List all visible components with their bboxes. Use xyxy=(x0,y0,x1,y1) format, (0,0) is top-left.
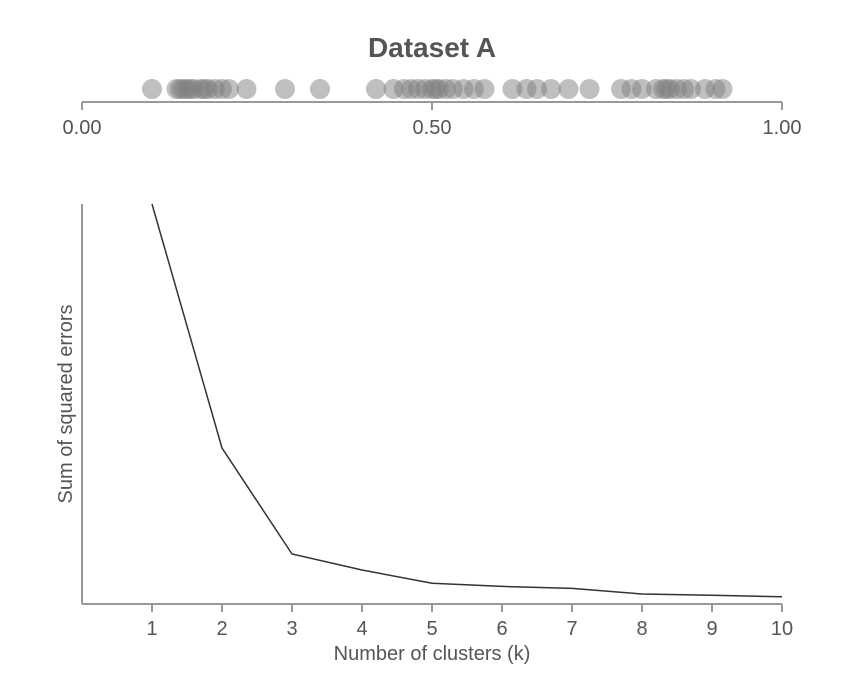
elbow-x-tick-label: 6 xyxy=(496,618,507,640)
strip-point xyxy=(219,79,239,99)
elbow-x-tick-label: 4 xyxy=(356,618,367,640)
elbow-x-tick-label: 5 xyxy=(426,618,437,640)
strip-point xyxy=(712,79,733,99)
strip-x-ticks: 0.00 0.50 1.00 xyxy=(63,102,802,139)
strip-x-tick-label: 0.50 xyxy=(413,117,452,139)
strip-point xyxy=(236,79,257,99)
strip-point xyxy=(310,79,330,99)
elbow-x-tick-label: 10 xyxy=(771,618,793,640)
elbow-chart: 1 2 3 4 5 6 7 8 9 10 Number of clusters (k) Sum o… xyxy=(55,203,793,665)
strip-points xyxy=(142,79,733,99)
strip-point xyxy=(275,79,295,99)
strip-point xyxy=(579,79,600,99)
elbow-x-axis-title: Number of clusters (k) xyxy=(334,643,531,665)
strip-x-tick-label: 0.00 xyxy=(63,117,102,139)
elbow-x-tick-label: 8 xyxy=(636,618,647,640)
strip-point xyxy=(558,79,579,99)
strip-plot: Dataset A 0.00 0.50 1.00 xyxy=(63,32,802,139)
strip-point xyxy=(632,79,652,99)
strip-point xyxy=(681,79,701,99)
elbow-x-ticks: 1 2 3 4 5 6 7 8 9 10 xyxy=(146,604,793,640)
elbow-x-tick-label: 9 xyxy=(706,618,717,640)
strip-point xyxy=(142,79,162,99)
elbow-series-line xyxy=(151,203,783,598)
strip-point xyxy=(366,79,386,99)
strip-x-tick-label: 1.00 xyxy=(763,117,802,139)
strip-title: Dataset A xyxy=(368,32,496,63)
elbow-x-tick-label: 3 xyxy=(286,618,297,640)
strip-point xyxy=(474,79,495,99)
strip-point xyxy=(541,79,561,99)
elbow-x-tick-label: 1 xyxy=(146,618,157,640)
strip-point xyxy=(502,79,523,99)
elbow-x-tick-label: 2 xyxy=(216,618,227,640)
strip-point xyxy=(527,79,547,99)
elbow-x-tick-label: 7 xyxy=(566,618,577,640)
elbow-y-axis-title: Sum of squared errors xyxy=(55,305,77,504)
